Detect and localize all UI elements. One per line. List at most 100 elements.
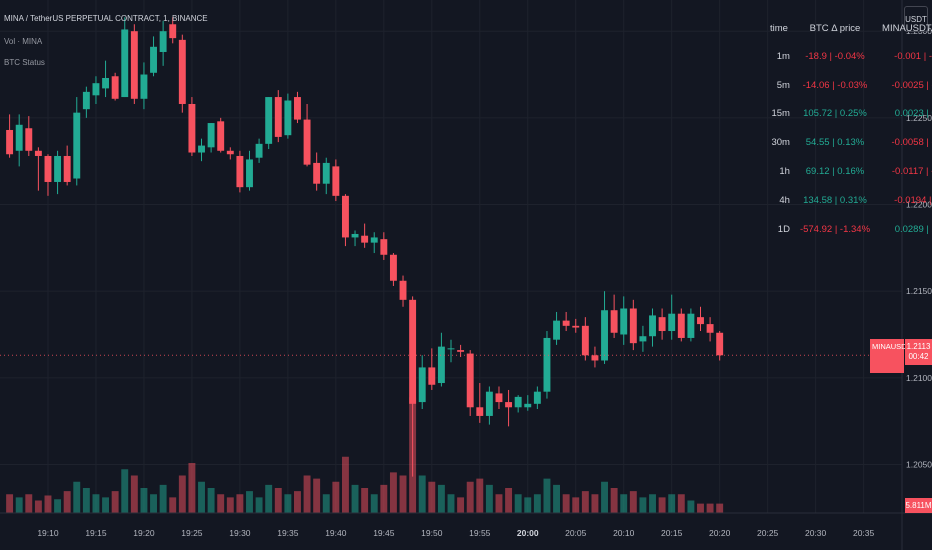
btc-delta-cell: 134.58 | 0.31% bbox=[803, 194, 867, 206]
candle-body bbox=[82, 91, 90, 110]
volume-bar bbox=[485, 484, 493, 513]
candle-body bbox=[524, 403, 532, 408]
candle-body bbox=[63, 155, 71, 182]
volume-bar bbox=[466, 481, 474, 513]
candle-body bbox=[92, 83, 100, 96]
candle-body bbox=[54, 155, 62, 182]
volume-bar bbox=[495, 494, 503, 513]
time-tick-label: 19:50 bbox=[421, 528, 443, 538]
volume-bar bbox=[389, 472, 397, 513]
volume-bar bbox=[294, 491, 301, 513]
time-tick-label: 19:25 bbox=[181, 528, 203, 538]
candle-body bbox=[188, 103, 196, 153]
mina-delta-cell: 0.0023 | 0.19% bbox=[894, 108, 932, 120]
candle-body bbox=[121, 29, 129, 98]
volume-bar bbox=[159, 484, 167, 513]
candle-body bbox=[389, 254, 397, 281]
volume-bar bbox=[169, 497, 177, 513]
time-tick-label: 19:55 bbox=[469, 528, 491, 538]
volume-bar bbox=[437, 484, 445, 513]
candle-body bbox=[44, 155, 52, 182]
candle-body bbox=[102, 77, 110, 89]
time-tick-label: 19:30 bbox=[229, 528, 251, 538]
candle-body bbox=[294, 97, 301, 120]
candle-body bbox=[658, 317, 666, 332]
time-tick-label: 19:20 bbox=[133, 528, 155, 538]
candle-body bbox=[265, 97, 273, 144]
candlestick-series bbox=[6, 17, 724, 477]
candle-body bbox=[207, 123, 215, 148]
symbol-price-tag: MINAUSDT.P bbox=[870, 339, 917, 373]
candle-body bbox=[255, 143, 263, 158]
candle-body bbox=[639, 336, 647, 342]
table-row: 15m 105.72 | 0.25% 0.0023 | 0.19% bbox=[764, 100, 932, 129]
candle-body bbox=[677, 313, 685, 338]
mina-delta-cell: -0.0117 | -0.97% bbox=[891, 166, 932, 178]
volume-bar bbox=[447, 494, 455, 513]
timeframe-cell: 1h bbox=[779, 166, 790, 178]
mina-delta-cell: -0.0025 | -0.21% bbox=[891, 79, 932, 91]
volume-bar bbox=[73, 481, 81, 513]
volume-bar bbox=[687, 500, 695, 513]
currency-button[interactable]: USDT bbox=[904, 6, 928, 32]
candle-body bbox=[217, 121, 225, 151]
volume-indicator-label[interactable]: Vol · MINA bbox=[4, 37, 43, 46]
symbol-title[interactable]: MINA / TetherUS PERPETUAL CONTRACT, 1, B… bbox=[4, 14, 208, 23]
candle-body bbox=[15, 124, 23, 151]
table-row: 1m -18.9 | -0.04% -0.001 | -0.08% bbox=[764, 42, 932, 71]
time-tick-label: 20:20 bbox=[709, 528, 731, 538]
candle-body bbox=[130, 31, 138, 99]
volume-bar bbox=[716, 503, 724, 513]
candle-body bbox=[706, 324, 714, 333]
last-volume-label: 5.811M bbox=[905, 498, 932, 513]
volume-bar bbox=[188, 463, 196, 513]
table-row: 30m 54.55 | 0.13% -0.0058 | -0.48% bbox=[764, 128, 932, 157]
candle-body bbox=[169, 24, 177, 39]
time-tick-label: 20:35 bbox=[853, 528, 875, 538]
timeframe-cell: 1D bbox=[777, 223, 790, 235]
candle-body bbox=[332, 166, 340, 196]
volume-bar bbox=[639, 497, 647, 513]
candle-body bbox=[246, 159, 253, 188]
candle-body bbox=[485, 391, 493, 416]
candle-body bbox=[543, 337, 551, 392]
candle-body bbox=[457, 350, 465, 352]
volume-bar bbox=[313, 478, 321, 513]
candle-body bbox=[341, 195, 349, 238]
volume-bar bbox=[54, 499, 62, 513]
candle-body bbox=[34, 150, 42, 156]
candle-body bbox=[447, 348, 455, 350]
btc-delta-cell: 69.12 | 0.16% bbox=[805, 166, 865, 178]
time-tick-label: 20:25 bbox=[757, 528, 779, 538]
time-tick-label: 20:00 bbox=[517, 528, 539, 538]
volume-bar bbox=[505, 488, 513, 513]
volume-bar bbox=[130, 475, 138, 513]
volume-bar bbox=[418, 475, 426, 513]
volume-bar bbox=[140, 488, 148, 513]
volume-bar bbox=[332, 481, 340, 513]
candle-body bbox=[581, 325, 589, 356]
mina-delta-cell: -0.0058 | -0.48% bbox=[891, 137, 932, 149]
mina-delta-cell: 0.0289 | 2.39% bbox=[894, 223, 932, 235]
candle-body bbox=[150, 46, 157, 73]
candle-body bbox=[668, 313, 676, 332]
candle-body bbox=[533, 391, 541, 404]
candle-body bbox=[6, 129, 14, 155]
volume-bar bbox=[178, 475, 186, 513]
mina-delta-cell: -0.001 | -0.08% bbox=[894, 50, 932, 62]
candle-body bbox=[476, 407, 484, 416]
time-tick-label: 19:40 bbox=[325, 528, 347, 538]
candle-body bbox=[418, 367, 426, 403]
volume-bar bbox=[553, 484, 561, 513]
btc-delta-cell: 105.72 | 0.25% bbox=[803, 108, 867, 120]
btc-status-indicator-label[interactable]: BTC Status bbox=[4, 58, 45, 67]
candle-body bbox=[25, 128, 33, 151]
volume-bar bbox=[697, 503, 704, 513]
volume-bar bbox=[706, 503, 714, 513]
volume-bar bbox=[198, 481, 205, 513]
volume-bar bbox=[34, 500, 42, 513]
volume-bar bbox=[533, 494, 541, 513]
timeframe-cell: 5m bbox=[776, 79, 790, 91]
volume-bar bbox=[361, 488, 369, 513]
